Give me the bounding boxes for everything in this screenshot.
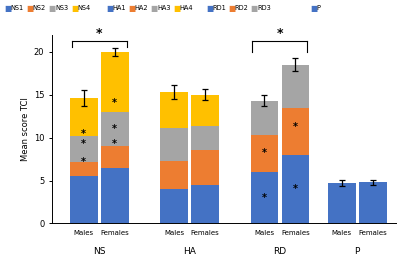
Text: *: * <box>112 139 117 149</box>
Text: RD1: RD1 <box>212 5 226 11</box>
Text: ■: ■ <box>310 4 317 13</box>
Text: Females: Females <box>281 230 310 236</box>
Bar <box>70 176 98 223</box>
Text: ■: ■ <box>206 4 213 13</box>
Text: *: * <box>112 98 117 108</box>
Text: *: * <box>96 27 102 40</box>
Text: *: * <box>277 27 283 40</box>
Text: HA4: HA4 <box>180 5 193 11</box>
Text: ■: ■ <box>71 4 78 13</box>
Text: *: * <box>81 139 86 149</box>
Text: ■: ■ <box>151 4 158 13</box>
Bar <box>160 189 188 223</box>
Text: ■: ■ <box>128 4 136 13</box>
Bar <box>282 65 309 107</box>
Bar <box>160 161 188 189</box>
Bar <box>359 182 386 223</box>
Bar <box>160 128 188 161</box>
Text: *: * <box>293 184 298 194</box>
Bar <box>101 52 128 112</box>
Text: Males: Males <box>254 230 274 236</box>
Text: Females: Females <box>191 230 220 236</box>
Text: RD3: RD3 <box>257 5 271 11</box>
Text: *: * <box>112 124 117 134</box>
Bar <box>191 185 219 223</box>
Bar <box>191 95 219 126</box>
Text: HA2: HA2 <box>135 5 148 11</box>
Text: *: * <box>293 122 298 132</box>
Bar <box>251 135 278 172</box>
Bar <box>70 162 98 176</box>
Text: *: * <box>81 129 86 139</box>
Bar <box>191 151 219 185</box>
Bar <box>70 136 98 162</box>
Bar <box>101 112 128 146</box>
Text: NS4: NS4 <box>78 5 91 11</box>
Text: RD: RD <box>273 247 286 256</box>
Text: *: * <box>262 193 267 203</box>
Bar <box>101 168 128 223</box>
Text: HA1: HA1 <box>112 5 126 11</box>
Text: ■: ■ <box>173 4 180 13</box>
Y-axis label: Mean score TCI: Mean score TCI <box>21 97 30 161</box>
Text: NS: NS <box>93 247 106 256</box>
Bar <box>251 172 278 223</box>
Bar <box>101 146 128 168</box>
Text: ■: ■ <box>106 4 113 13</box>
Bar <box>191 126 219 151</box>
Text: *: * <box>262 148 267 158</box>
Text: Females: Females <box>358 230 387 236</box>
Text: ■: ■ <box>49 4 56 13</box>
Text: HA: HA <box>183 247 196 256</box>
Text: NS1: NS1 <box>10 5 24 11</box>
Text: NS2: NS2 <box>33 5 46 11</box>
Bar <box>160 92 188 128</box>
Text: ■: ■ <box>228 4 236 13</box>
Text: ■: ■ <box>251 4 258 13</box>
Text: Males: Males <box>164 230 184 236</box>
Bar <box>282 107 309 155</box>
Text: ■: ■ <box>26 4 34 13</box>
Text: HA3: HA3 <box>157 5 171 11</box>
Bar <box>328 183 356 223</box>
Text: RD2: RD2 <box>235 5 249 11</box>
Text: Males: Males <box>74 230 94 236</box>
Text: *: * <box>81 157 86 167</box>
Text: ■: ■ <box>4 4 11 13</box>
Bar <box>251 101 278 135</box>
Text: P: P <box>316 5 320 11</box>
Text: Females: Females <box>100 230 129 236</box>
Bar <box>282 155 309 223</box>
Text: P: P <box>355 247 360 256</box>
Bar <box>70 98 98 136</box>
Text: Males: Males <box>332 230 352 236</box>
Text: NS3: NS3 <box>55 5 68 11</box>
